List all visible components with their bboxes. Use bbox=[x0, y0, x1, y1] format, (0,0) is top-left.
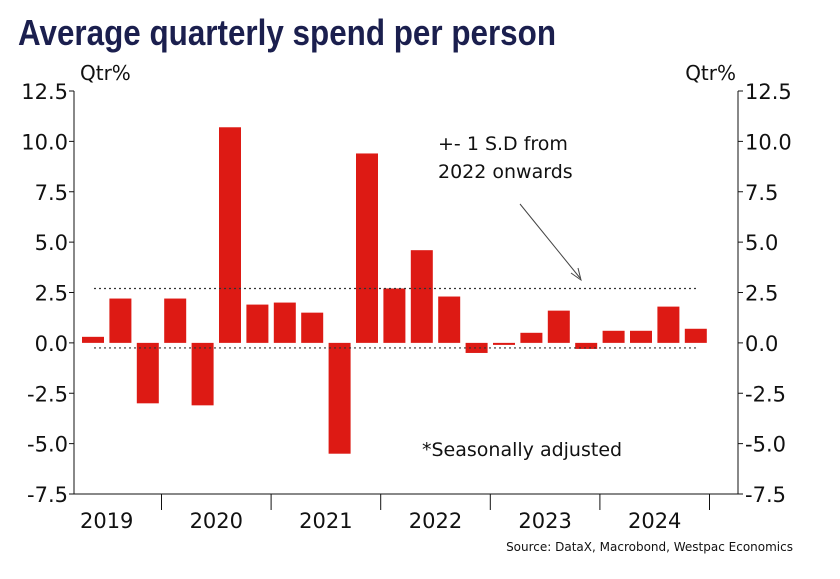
bar bbox=[575, 342, 598, 349]
y2-tick-label: 0.0 bbox=[745, 332, 778, 356]
annotation-arrow bbox=[519, 203, 581, 279]
bar bbox=[410, 250, 433, 343]
x-tick-label: 2019 bbox=[80, 509, 133, 533]
x-tick-label: 2022 bbox=[409, 509, 462, 533]
bar bbox=[438, 296, 461, 343]
chart-title: Average quarterly spend per person bbox=[18, 12, 556, 53]
bar bbox=[383, 288, 406, 343]
bar bbox=[602, 330, 625, 343]
annotation-arrowhead bbox=[570, 267, 582, 282]
x-tick-label: 2020 bbox=[190, 509, 243, 533]
y2-tick-label: 10.0 bbox=[745, 130, 792, 154]
note: *Seasonally adjusted bbox=[422, 439, 622, 461]
bar bbox=[520, 332, 543, 343]
y-tick-label: -5.0 bbox=[27, 433, 68, 457]
bar bbox=[301, 312, 324, 343]
bar bbox=[219, 127, 241, 343]
x-tick-label: 2023 bbox=[518, 509, 571, 533]
bar bbox=[82, 336, 104, 343]
bar bbox=[328, 342, 351, 454]
y-tick-label: -7.5 bbox=[27, 483, 68, 507]
bar bbox=[630, 330, 652, 343]
y-tick-label: 2.5 bbox=[35, 282, 68, 306]
bar bbox=[191, 342, 214, 406]
y2-tick-label: -5.0 bbox=[745, 433, 786, 457]
bar bbox=[657, 306, 680, 343]
y-tick-label: 5.0 bbox=[35, 231, 68, 255]
source: Source: DataX, Macrobond, Westpac Econom… bbox=[506, 540, 793, 554]
y-tick-label: 10.0 bbox=[21, 130, 68, 154]
y-tick-label: 12.5 bbox=[21, 80, 68, 104]
y2-tick-label: 5.0 bbox=[745, 231, 778, 255]
y2-tick-label: -7.5 bbox=[745, 483, 786, 507]
bar bbox=[273, 302, 296, 343]
y2-tick-label: -2.5 bbox=[745, 382, 786, 406]
y2-tick-label: 2.5 bbox=[745, 282, 778, 306]
y2-axis-label: Qtr% bbox=[685, 61, 736, 85]
bar bbox=[493, 342, 515, 345]
x-tick-label: 2021 bbox=[299, 509, 352, 533]
y-axis-label: Qtr% bbox=[80, 61, 131, 85]
bar bbox=[246, 304, 269, 343]
bar bbox=[684, 328, 707, 343]
bar bbox=[547, 310, 570, 343]
bar bbox=[465, 342, 488, 353]
bar bbox=[109, 298, 132, 343]
y-tick-label: -2.5 bbox=[27, 382, 68, 406]
bar bbox=[164, 298, 187, 343]
annotation: +- 1 S.D from 2022 onwards bbox=[438, 133, 573, 183]
y-tick-label: 0.0 bbox=[35, 332, 68, 356]
y2-tick-label: 12.5 bbox=[745, 80, 792, 104]
x-tick-label: 2024 bbox=[628, 509, 681, 533]
y-tick-label: 7.5 bbox=[35, 181, 68, 205]
bar bbox=[356, 153, 378, 343]
y2-tick-label: 7.5 bbox=[745, 181, 778, 205]
bar bbox=[136, 342, 159, 404]
